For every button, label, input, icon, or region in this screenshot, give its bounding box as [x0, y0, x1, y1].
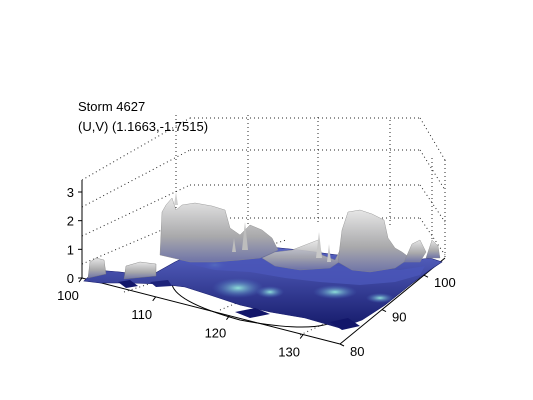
chart-subtitle: (U,V) (1.1663,-1.7515)	[78, 119, 209, 134]
z-tick-label: 3	[67, 185, 74, 200]
z-tick-label: 0	[67, 271, 74, 286]
chart-title: Storm 4627	[78, 99, 146, 114]
x-tick-mark	[226, 315, 230, 321]
y-tick-label: 90	[392, 310, 406, 325]
y-tick-mark	[423, 274, 429, 278]
x-tick-label: 110	[131, 307, 152, 322]
x-tick-mark	[152, 296, 157, 302]
x-tick-mark	[299, 334, 304, 339]
y-tick-mark	[381, 309, 387, 313]
z-axis-ticks: 0 1 2 3	[67, 185, 82, 286]
y-axis-ticks: 80 90 100	[339, 274, 456, 359]
z-tick-label: 1	[67, 242, 74, 257]
y-tick-label: 100	[434, 275, 456, 290]
x-tick-label: 130	[278, 345, 300, 360]
surface-mesh	[83, 192, 443, 330]
x-tick-mark	[78, 277, 83, 283]
x-tick-label: 100	[57, 288, 79, 303]
x-tick-label: 120	[205, 326, 227, 341]
x-axis-ticks: 100 110 120 130	[57, 277, 304, 360]
z-tick-label: 2	[67, 214, 74, 229]
y-tick-mark	[339, 343, 345, 347]
floor-outline	[81, 180, 446, 345]
y-tick-label: 80	[350, 344, 364, 359]
